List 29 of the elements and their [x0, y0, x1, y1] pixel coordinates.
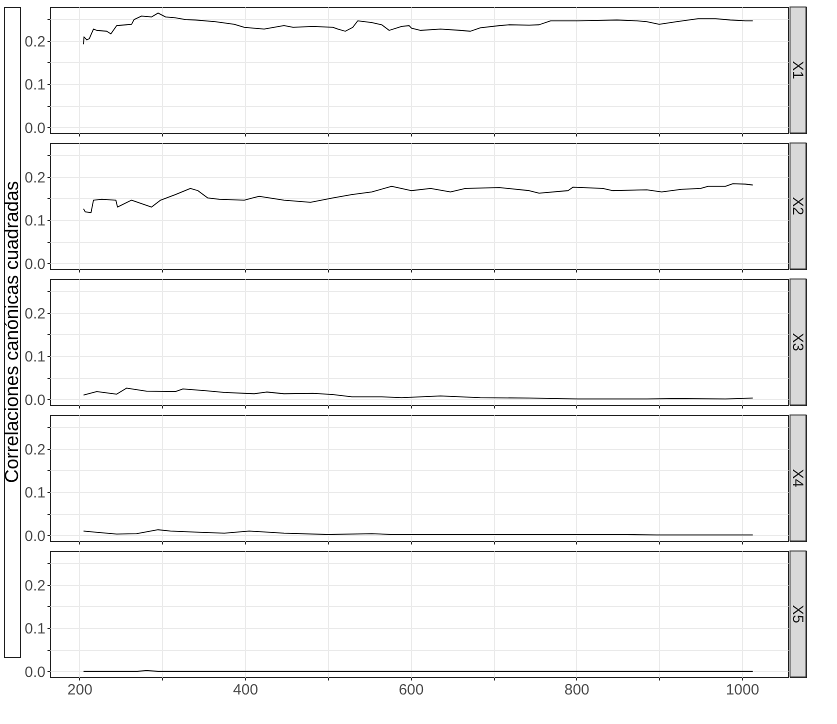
x-tick-label: 600 [398, 682, 424, 698]
y-tick-label: 0.0 [24, 528, 46, 545]
text: X5 [789, 604, 806, 624]
y-tick-label: 0.1 [24, 76, 46, 94]
y-tick-label: 0.2 [24, 441, 46, 458]
y-tick-label: 0.1 [24, 484, 46, 502]
y-tick-label: 0.0 [24, 256, 46, 273]
y-tick-label: 0.2 [24, 577, 46, 594]
y-tick-label: 0.2 [24, 33, 46, 50]
x-tick-label: 800 [564, 682, 590, 698]
y-tick-label: 0.0 [24, 392, 46, 409]
line-series [83, 183, 754, 214]
text: X1 [789, 60, 806, 80]
text: X3 [789, 332, 806, 352]
x-tick-label: 400 [233, 682, 258, 698]
y-tick-label: 0.1 [24, 212, 46, 230]
y-tick-label: 0.2 [24, 169, 46, 186]
y-tick-label: 0.0 [24, 664, 46, 681]
y-axis-title: Correlaciones canónicas cuadradas [2, 180, 23, 484]
line-series [83, 388, 754, 400]
y-tick-label: 0.2 [24, 305, 46, 322]
y-tick-label: 0.1 [24, 620, 46, 638]
text: X4 [789, 468, 806, 488]
x-tick-label: 1000 [726, 682, 760, 698]
y-tick-label: 0.0 [24, 120, 46, 137]
y-tick-label: 0.1 [24, 348, 46, 366]
text: X2 [789, 196, 806, 216]
x-tick-label: 200 [67, 682, 92, 698]
line-series [83, 12, 754, 45]
